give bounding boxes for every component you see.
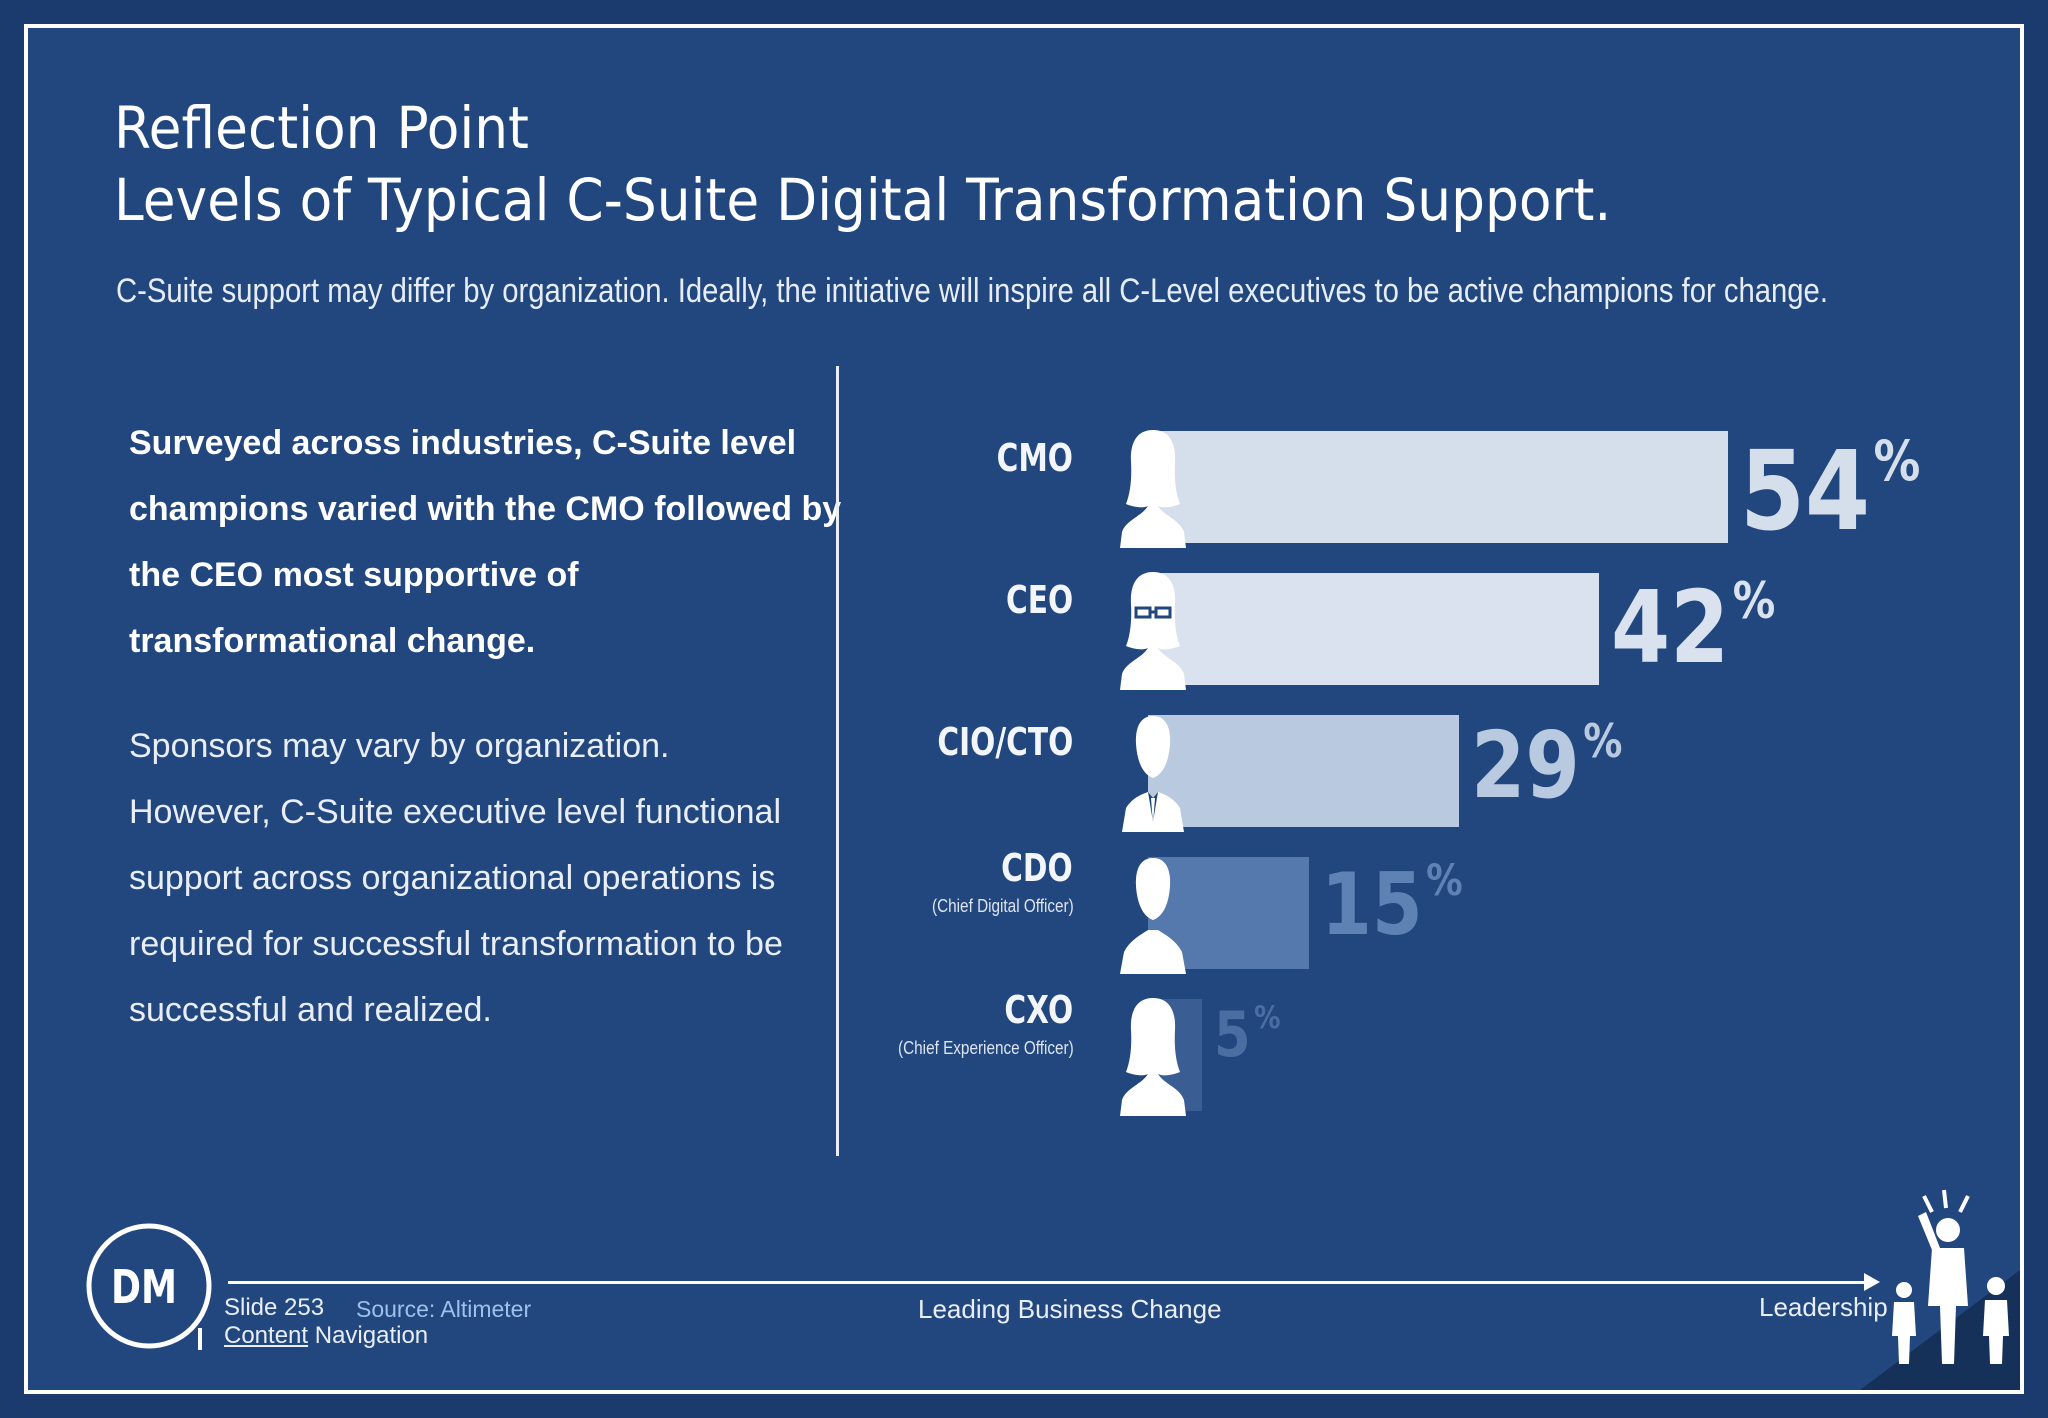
navigation-label: Navigation [314, 1322, 429, 1349]
slide-title: Reflection Point [114, 94, 529, 162]
category-label: CDO [1001, 846, 1073, 890]
value-number: 15 [1321, 855, 1423, 955]
vertical-divider [836, 366, 839, 1156]
woman-silhouette-icon [1120, 998, 1186, 1116]
percent-sign: % [1732, 572, 1776, 630]
slide-subtitle: C-Suite support may differ by organizati… [116, 272, 1828, 310]
category-label: CEO [1005, 578, 1073, 622]
footer-center-label: Leading Business Change [918, 1294, 1222, 1324]
percent-sign: % [1426, 856, 1463, 907]
summary-paragraph: Surveyed across industries, C-Suite leve… [129, 424, 842, 660]
percent-sign: % [1873, 428, 1921, 493]
value-number: 54 [1740, 427, 1871, 555]
leadership-people-icon [1892, 1189, 2009, 1364]
slide-heading: Levels of Typical C-Suite Digital Transf… [114, 166, 1612, 234]
slide-number: Slide 253 [224, 1294, 325, 1321]
man-suit-silhouette-icon [1122, 716, 1184, 832]
value-number: 42 [1611, 569, 1730, 686]
woman-silhouette-icon [1120, 430, 1186, 548]
bar-ceo [1148, 573, 1599, 685]
category-note: (Chief Digital Officer) [932, 896, 1074, 916]
c-suite-support-chart: CMO 54% CEO 42% CIO/CTO 29% CDO (Chief Digital … [848, 398, 1988, 1138]
category-label: CMO [996, 436, 1073, 480]
percent-sign: % [1583, 714, 1623, 769]
bar-ciocto [1148, 715, 1459, 827]
footer-timeline-line [228, 1281, 1868, 1284]
content-navigation-link[interactable]: Content Navigation [224, 1322, 428, 1350]
category-label: CXO [1004, 988, 1073, 1032]
man-silhouette-icon [1120, 858, 1186, 974]
value-label: 5% [1214, 1002, 1280, 1066]
sponsors-paragraph: Sponsors may vary by organization. Howev… [129, 727, 783, 1029]
value-label: 54% [1740, 433, 1920, 546]
value-label: 29% [1471, 718, 1622, 812]
value-number: 5 [1214, 998, 1251, 1071]
value-label: 42% [1611, 576, 1775, 678]
value-number: 29 [1471, 712, 1580, 819]
logo-text: DM [111, 1260, 177, 1314]
content-link[interactable]: Content [224, 1322, 309, 1349]
source-note: Source: Altimeter [356, 1296, 532, 1322]
percent-sign: % [1254, 999, 1281, 1036]
category-note: (Chief Experience Officer) [898, 1038, 1074, 1058]
value-label: 15% [1321, 860, 1463, 948]
dm-logo-icon[interactable]: DM [82, 1218, 232, 1368]
category-label: CIO/CTO [937, 720, 1073, 764]
bar-cmo [1148, 431, 1728, 543]
woman-glasses-silhouette-icon [1120, 572, 1186, 690]
slide: Reflection Point Levels of Typical C-Sui… [24, 24, 2024, 1394]
